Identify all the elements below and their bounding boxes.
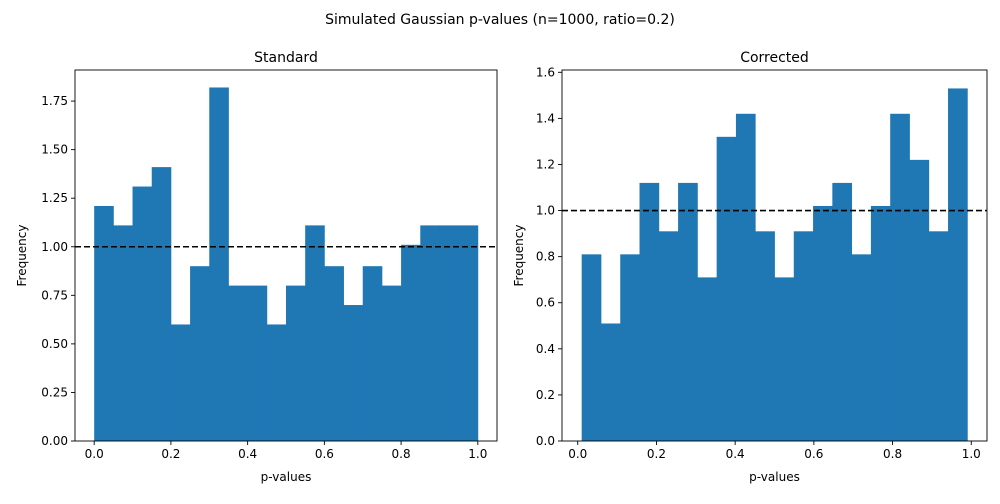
standard-ytick-label-6: 1.50 [41,143,68,157]
standard-bar-14 [362,266,383,441]
standard-ytick-label-7: 1.75 [41,94,68,108]
standard-bar-13 [343,305,364,441]
standard-bar-17 [420,225,440,441]
corrected-bar-19 [948,88,968,441]
standard-ytick-label-1: 0.25 [41,385,68,399]
corrected-bar-16 [890,113,910,442]
standard-ytick-label-5: 1.25 [41,191,68,205]
corrected-title: Corrected [740,50,809,66]
standard-xtick-label-2: 0.4 [238,447,257,461]
standard-ylabel: Frequency [15,225,29,287]
corrected-ytick-label-7: 1.4 [536,111,555,125]
panel-standard: 0.0 0.2 0.4 0.6 0.8 1.0 0.00 0.25 0.50 0.75 1.00 1.… [15,50,498,484]
corrected-bar-17 [909,159,930,441]
corrected-bar-1 [600,323,621,441]
standard-ytick-label-2: 0.50 [41,337,68,351]
corrected-bar-3 [639,182,660,442]
corrected-bar-7 [716,136,737,441]
corrected-bar-4 [658,231,679,441]
corrected-ytick-label-4: 0.8 [536,250,555,264]
standard-bar-7 [228,285,249,441]
standard-bar-10 [286,285,306,441]
standard-bar-15 [381,285,402,441]
corrected-ytick-label-2: 0.4 [536,342,555,356]
standard-bar-12 [324,266,344,441]
corrected-ytick-label-5: 1.0 [536,204,555,218]
corrected-bar-14 [851,254,872,441]
standard-bar-5 [190,266,210,441]
corrected-xtick-label-1: 0.2 [647,447,666,461]
corrected-bar-18 [928,231,949,441]
corrected-xlabel: p-values [749,470,800,484]
corrected-bar-10 [774,277,795,441]
standard-xtick-label-3: 0.6 [315,447,334,461]
corrected-bar-12 [813,205,833,441]
standard-bar-4 [170,324,191,441]
corrected-bar-8 [735,113,756,442]
standard-bar-3 [151,167,172,441]
corrected-ytick-label-3: 0.6 [536,296,555,310]
standard-bar-16 [401,244,421,441]
corrected-bar-0 [581,254,602,441]
corrected-xtick-label-4: 0.8 [883,447,902,461]
corrected-xtick-label-0: 0.0 [568,447,587,461]
corrected-ytick-label-6: 1.2 [536,157,555,171]
standard-ytick-label-3: 0.75 [41,288,68,302]
panel-corrected: 0.0 0.2 0.4 0.6 0.8 1.0 0.0 0.2 0.4 0.6 0.8 1.0 1.2 1… [512,50,988,484]
standard-bar-18 [439,225,460,441]
corrected-ylabel: Frequency [512,225,526,287]
standard-bar-11 [305,225,325,441]
standard-bar-9 [266,324,287,441]
standard-bar-2 [132,186,153,441]
corrected-bar-13 [832,182,853,442]
standard-ytick-label-4: 1.00 [41,240,68,254]
corrected-ytick-label-0: 0.0 [536,434,555,448]
standard-bar-1 [113,225,133,441]
standard-xtick-label-0: 0.0 [85,447,104,461]
standard-axes-frame [74,69,498,442]
corrected-bar-6 [697,277,718,441]
standard-xtick-label-1: 0.2 [161,447,180,461]
corrected-ytick-label-1: 0.2 [536,388,555,402]
standard-xtick-label-4: 0.8 [392,447,411,461]
standard-xlabel: p-values [261,470,312,484]
standard-bar-0 [94,205,114,441]
figure-suptitle: Simulated Gaussian p-values (n=1000, rat… [325,12,675,28]
standard-bar-19 [458,225,479,441]
corrected-bar-9 [755,231,775,441]
corrected-xtick-label-3: 0.6 [804,447,823,461]
corrected-bar-15 [870,205,891,441]
corrected-xtick-label-5: 1.0 [962,447,981,461]
standard-ytick-label-0: 0.00 [41,434,68,448]
corrected-bar-5 [678,182,698,442]
corrected-xtick-label-2: 0.4 [726,447,745,461]
corrected-bar-2 [620,254,640,441]
standard-bar-8 [247,285,268,441]
corrected-bar-11 [793,231,814,441]
standard-title: Standard [254,50,318,66]
corrected-ytick-label-8: 1.6 [536,65,555,79]
standard-bar-6 [209,87,229,441]
standard-xtick-label-5: 1.0 [468,447,487,461]
corrected-axes-frame [561,69,988,442]
